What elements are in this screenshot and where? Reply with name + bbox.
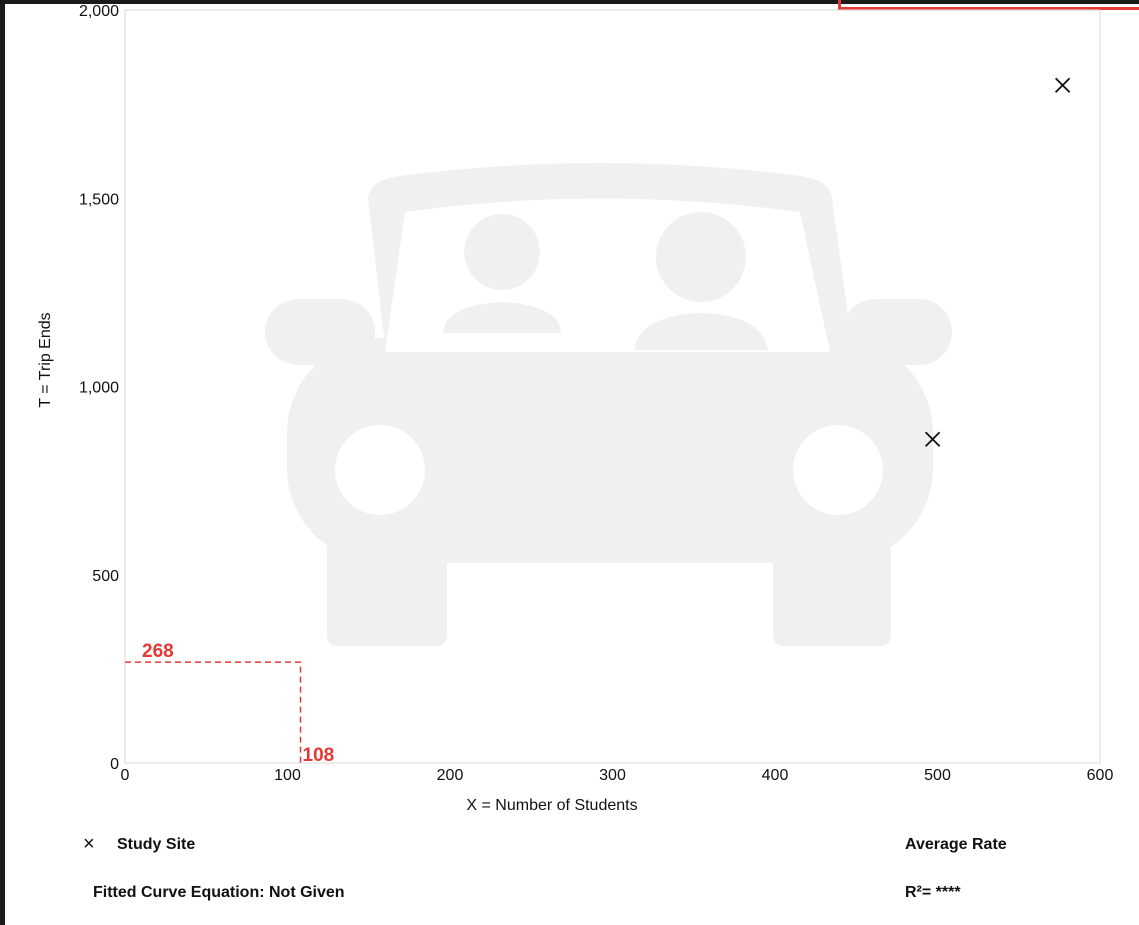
study-site-marker-icon: × (83, 833, 95, 855)
x-axis-ticks: 0 100 200 300 400 500 600 (121, 767, 1114, 784)
legend-study-site-label: Study Site (117, 836, 196, 853)
x-tick-label: 200 (437, 767, 464, 784)
x-tick-label: 400 (762, 767, 789, 784)
x-tick-label: 600 (1087, 767, 1114, 784)
legend-average-rate-label: Average Rate (905, 836, 1007, 853)
y-tick-label: 1,000 (79, 380, 119, 397)
y-axis-label: T = Trip Ends (37, 312, 54, 407)
study-site-point (924, 431, 941, 447)
data-points (924, 77, 1071, 447)
frame-left-border (0, 0, 5, 925)
watermark-passengers (443, 212, 768, 350)
y-axis-ticks: 0 500 1,000 1,500 2,000 (79, 3, 119, 773)
x-tick-label: 500 (924, 767, 951, 784)
frame-top-border (0, 0, 1139, 4)
r-squared-value: R²= **** (905, 884, 961, 901)
x-tick-label: 100 (274, 767, 301, 784)
y-tick-label: 1,500 (79, 191, 119, 208)
fitted-curve-equation: Fitted Curve Equation: Not Given (93, 884, 345, 901)
x-axis-label: X = Number of Students (466, 797, 637, 814)
reference-y-value-label: 268 (142, 641, 174, 662)
y-tick-label: 500 (92, 568, 119, 585)
reference-dashed-line (125, 661, 302, 763)
y-tick-label: 2,000 (79, 3, 119, 20)
reference-annotation: 268 108 (125, 641, 334, 766)
plot-area-frame (124, 9, 1101, 764)
study-site-point (1054, 77, 1071, 93)
reference-x-value-label: 108 (303, 745, 335, 766)
x-tick-label: 300 (599, 767, 626, 784)
x-tick-label: 0 (121, 767, 130, 784)
y-tick-label: 0 (110, 756, 119, 773)
red-highlight-box (838, 0, 1139, 10)
